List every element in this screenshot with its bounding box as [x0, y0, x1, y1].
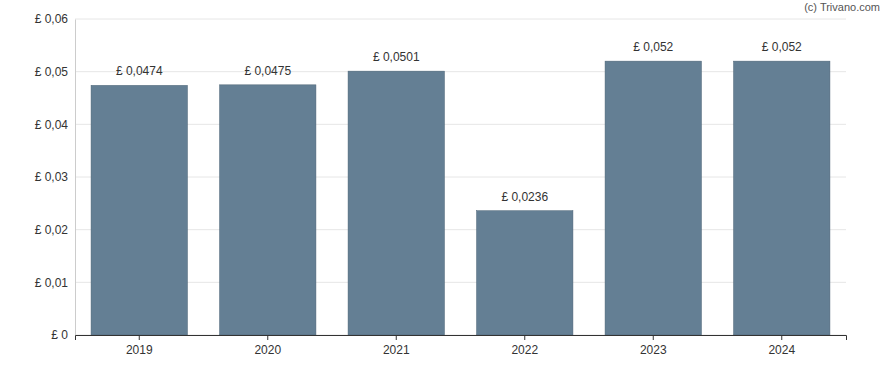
- bar: [91, 85, 187, 335]
- y-tick: £ 0,06: [35, 12, 75, 26]
- bar: [220, 85, 316, 335]
- y-tick: £ 0: [51, 328, 75, 342]
- data-label: £ 0,0236: [501, 190, 548, 204]
- y-tick: £ 0,01: [35, 276, 75, 290]
- annotation: (c) Trivano.com: [804, 1, 880, 13]
- grid-line: [75, 124, 846, 125]
- y-tick: £ 0,04: [35, 118, 75, 132]
- x-tick-mark: [781, 335, 782, 340]
- grid-line: [75, 229, 846, 230]
- x-tick: 2019: [126, 335, 153, 357]
- x-tick-label: 2024: [768, 343, 795, 357]
- data-label: £ 0,0501: [373, 50, 420, 64]
- y-axis-line: [75, 20, 76, 336]
- bar: [605, 61, 701, 335]
- x-tick: 2023: [640, 335, 667, 357]
- y-tick-label: £ 0,01: [35, 276, 69, 290]
- y-tick: £ 0,03: [35, 170, 75, 184]
- x-tick-mark: [267, 335, 268, 340]
- y-tick: £ 0,02: [35, 223, 75, 237]
- x-tick-mark: [396, 335, 397, 340]
- grid-line: [75, 71, 846, 72]
- x-tick-mark: [653, 335, 654, 340]
- y-tick-label: £ 0,06: [35, 12, 69, 26]
- x-tick: 2020: [254, 335, 281, 357]
- bar: [734, 61, 830, 335]
- y-tick-label: £ 0,02: [35, 223, 69, 237]
- y-tick-label: £ 0: [51, 328, 68, 342]
- chart: £ 0 £ 0,01 £ 0,02 £ 0,03 £ 0,04 £ 0,05 £ 0,06 2…: [0, 0, 888, 370]
- x-tick-label: 2021: [383, 343, 410, 357]
- x-tick: 2021: [383, 335, 410, 357]
- y-tick-label: £ 0,05: [35, 65, 69, 79]
- y-tick-label: £ 0,03: [35, 170, 69, 184]
- x-tick-label: 2020: [254, 343, 281, 357]
- bar: [477, 211, 573, 335]
- x-axis: 2019 2020 2021 2022 2023 2024: [76, 335, 847, 357]
- x-tick: 2022: [511, 335, 538, 357]
- grid-line: [75, 282, 846, 283]
- y-tick-label: £ 0,04: [35, 118, 69, 132]
- y-axis: £ 0 £ 0,01 £ 0,02 £ 0,03 £ 0,04 £ 0,05 £ 0,06: [35, 12, 76, 342]
- plot: £ 0 £ 0,01 £ 0,02 £ 0,03 £ 0,04 £ 0,05 £ 0,06 2…: [35, 12, 847, 356]
- grid: [75, 19, 846, 335]
- data-labels: £ 0,0474 £ 0,0475 £ 0,0501 £ 0,0236 £ 0,052 £…: [116, 40, 802, 204]
- x-tick-label: 2023: [640, 343, 667, 357]
- x-tick: 2024: [768, 335, 795, 357]
- y-tick: £ 0,05: [35, 65, 75, 79]
- data-label: £ 0,052: [633, 40, 673, 54]
- bars: [91, 61, 830, 335]
- x-tick-mark: [139, 335, 140, 340]
- grid-line: [75, 19, 846, 20]
- x-tick-mark: [524, 335, 525, 340]
- grid-line: [75, 177, 846, 178]
- bar: [348, 71, 444, 335]
- data-label: £ 0,052: [762, 40, 802, 54]
- x-tick-label: 2019: [126, 343, 153, 357]
- data-label: £ 0,0474: [116, 64, 163, 78]
- data-label: £ 0,0475: [244, 64, 291, 78]
- x-axis-line: [76, 336, 847, 341]
- x-tick-label: 2022: [511, 343, 538, 357]
